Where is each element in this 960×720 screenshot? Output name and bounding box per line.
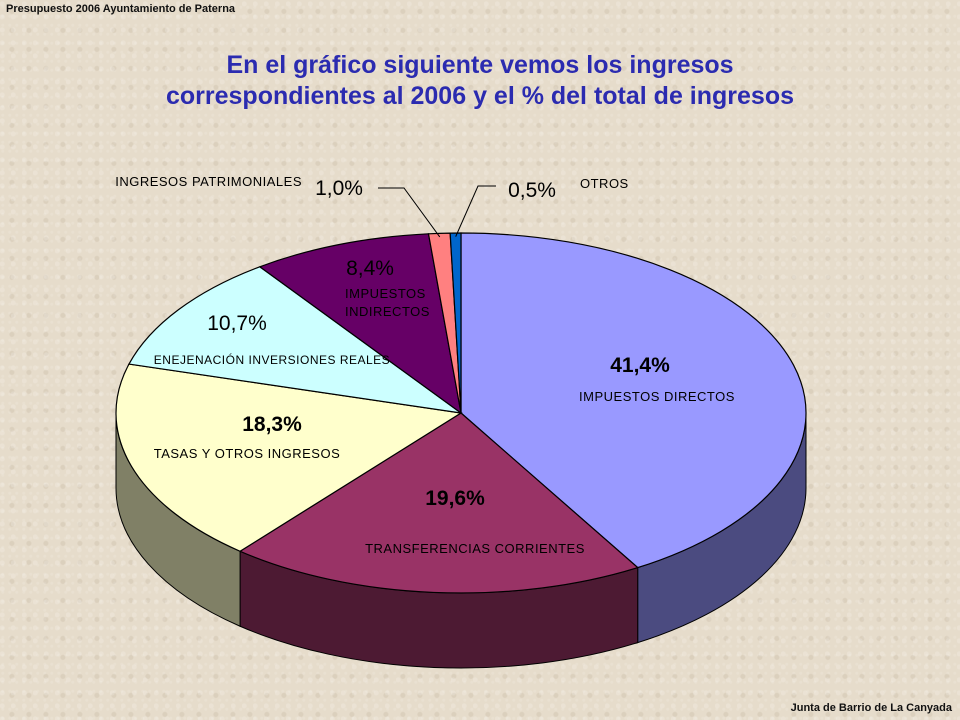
data-label-category: IMPUESTOS DIRECTOS <box>579 389 735 404</box>
data-label-category: IMPUESTOS INDIRECTOS <box>345 286 430 319</box>
slide-title-line1: En el gráfico siguiente vemos los ingres… <box>226 51 734 79</box>
data-label-value: 10,7% <box>207 312 267 335</box>
data-label-value: 8,4% <box>346 257 394 280</box>
data-label-category: TRANSFERENCIAS CORRIENTES <box>365 541 585 556</box>
leader-line-ingresos-patrimoniales <box>378 187 441 238</box>
pie-slice-1 <box>460 232 807 569</box>
data-label-value: 18,3% <box>242 413 302 436</box>
pie-slice-5 <box>258 233 462 415</box>
pie-slice-7 <box>449 232 462 414</box>
footer-note: Junta de Barrio de La Canyada <box>790 702 952 714</box>
slide-title-line2: correspondientes al 2006 y el % del tota… <box>165 82 794 111</box>
pie-slice-4 <box>128 266 462 414</box>
slide-title: En el gráfico siguiente vemos los ingres… <box>0 50 960 113</box>
data-label-category: OTROS <box>580 176 629 191</box>
data-label-value: 19,6% <box>425 487 485 510</box>
pie-slice-3 <box>115 363 463 552</box>
data-label-value: 41,4% <box>610 354 670 377</box>
leader-line-otros <box>455 185 496 237</box>
pie-slices <box>115 232 807 594</box>
data-label-value: 1,0% <box>315 177 363 200</box>
pie-slice-2 <box>238 412 639 594</box>
data-label-category: TASAS Y OTROS INGRESOS <box>154 446 341 461</box>
pie-labels: 41,4% IMPUESTOS DIRECTOS 19,6% TRANSFERENCI… <box>115 174 735 556</box>
data-label-category: ENEJENACIÓN INVERSIONES REALES <box>154 352 390 367</box>
header-note: Presupuesto 2006 Ayuntamiento de Paterna <box>6 3 236 15</box>
data-label-value: 0,5% <box>508 179 556 202</box>
data-label-category: INGRESOS PATRIMONIALES <box>115 174 302 189</box>
